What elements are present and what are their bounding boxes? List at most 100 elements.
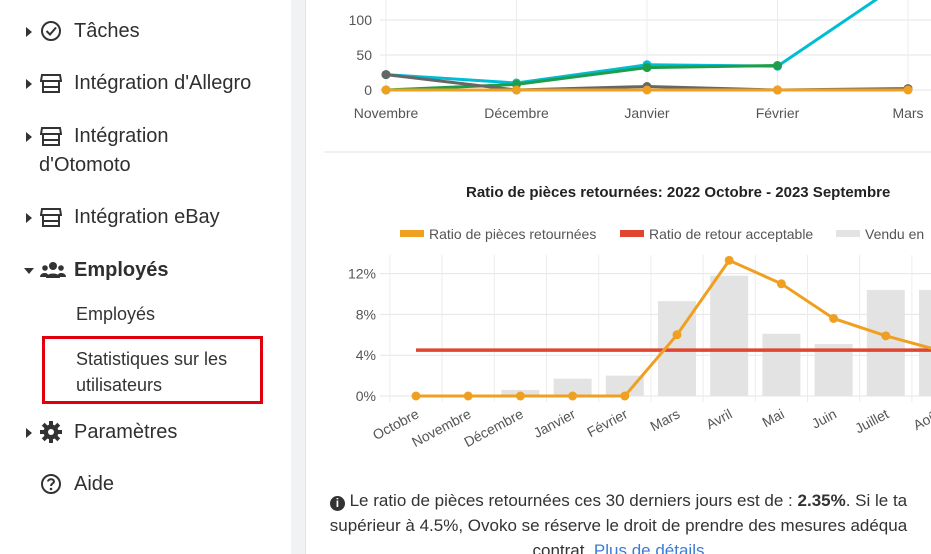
y-tick-label: 0 bbox=[364, 82, 372, 98]
data-point bbox=[773, 61, 782, 70]
data-point bbox=[642, 63, 652, 73]
x-tick-label: Juillet bbox=[852, 405, 891, 436]
sold-bar bbox=[762, 333, 801, 396]
data-point bbox=[411, 391, 421, 401]
nav-item-label: Intégration bbox=[74, 125, 169, 147]
y-tick-label: 100 bbox=[349, 12, 373, 28]
caret-down-icon bbox=[24, 268, 34, 274]
info-text-line2: supérieur à 4.5%, Ovoko se réserve le dr… bbox=[329, 516, 908, 535]
x-tick-label: Mars bbox=[647, 406, 682, 435]
legend-swatch bbox=[400, 230, 424, 237]
caret-right-icon bbox=[26, 27, 32, 37]
nav-item-otomoto[interactable]: Intégration d'Otomoto bbox=[0, 123, 290, 179]
data-point bbox=[463, 391, 473, 401]
x-tick-label: Mars bbox=[892, 105, 923, 121]
series-line bbox=[385, 64, 778, 92]
info-text: Le ratio de pièces retournées ces 30 der… bbox=[344, 491, 798, 510]
x-tick-label: Janvier bbox=[531, 405, 579, 440]
gear-icon bbox=[40, 421, 62, 443]
x-tick-label: Décembre bbox=[484, 105, 549, 121]
x-tick-label: Août bbox=[910, 405, 931, 433]
users-icon bbox=[40, 259, 66, 281]
y-tick-label: 0% bbox=[356, 388, 376, 404]
data-point bbox=[620, 391, 630, 401]
more-details-link[interactable]: Plus de détails bbox=[593, 541, 705, 554]
question-circle-icon bbox=[40, 473, 62, 495]
nav-item-label: Aide bbox=[74, 473, 115, 495]
main-content: 100 50 0 Novembre Décembre Janvier Février Mar… bbox=[306, 0, 931, 554]
chart-title: Ratio de pièces retournées: 2022 Octobre… bbox=[466, 184, 890, 201]
info-icon: i bbox=[329, 496, 345, 511]
nav-item-allegro[interactable]: Intégration d'Allegro bbox=[0, 70, 290, 98]
info-text-line3: contrat. bbox=[532, 541, 594, 554]
y-tick-label: 4% bbox=[356, 347, 376, 363]
sold-bar bbox=[814, 343, 853, 396]
nav-item-taches[interactable]: Tâches bbox=[0, 18, 290, 46]
caret-right-icon bbox=[26, 213, 32, 223]
x-tick-label: Novembre bbox=[409, 405, 474, 450]
highlight-box bbox=[42, 336, 263, 404]
data-point bbox=[568, 391, 578, 401]
nav-item-ebay[interactable]: Intégration eBay bbox=[0, 204, 290, 232]
data-point bbox=[773, 85, 782, 95]
nav-item-label: Tâches bbox=[74, 20, 140, 42]
caret-right-icon bbox=[26, 428, 32, 438]
nav-item-label-cont: d'Otomoto bbox=[39, 154, 131, 176]
x-tick-label: Janvier bbox=[624, 105, 669, 121]
legend-swatch bbox=[836, 230, 860, 237]
subnav-item-statistiques[interactable]: Statistiques sur les utilisateurs bbox=[76, 346, 227, 398]
sold-bar bbox=[553, 378, 592, 396]
nav-item-label: Intégration d'Allegro bbox=[74, 72, 252, 94]
nav-item-parametres[interactable]: Paramètres bbox=[0, 419, 290, 447]
check-circle-icon bbox=[40, 20, 62, 42]
legend-label: Ratio de retour acceptable bbox=[649, 226, 813, 242]
x-tick-label: Février bbox=[756, 105, 800, 121]
sold-bar bbox=[710, 275, 749, 396]
sold-bar bbox=[605, 375, 644, 396]
nav-item-employes[interactable]: Employés bbox=[0, 257, 290, 285]
legend-label: Ratio de pièces retournées bbox=[429, 226, 596, 242]
data-point bbox=[642, 85, 652, 95]
x-tick-label: Avril bbox=[703, 406, 734, 433]
sidebar: Tâches Intégration d'Allegro Intégration… bbox=[0, 0, 292, 554]
data-point bbox=[381, 70, 391, 80]
caret-right-icon bbox=[26, 132, 32, 142]
info-text-cont: . Si le ta bbox=[845, 491, 908, 510]
nav-item-label: Employés bbox=[74, 259, 169, 281]
nav-item-aide[interactable]: Aide bbox=[0, 471, 290, 499]
caret-right-icon bbox=[26, 79, 32, 89]
data-point bbox=[672, 330, 682, 340]
legend-label: Vendu en bbox=[865, 226, 924, 242]
sold-bar bbox=[919, 289, 931, 396]
x-tick-label: Juin bbox=[809, 406, 839, 432]
store-icon bbox=[40, 72, 62, 94]
nav-item-label: Paramètres bbox=[74, 421, 178, 443]
store-icon bbox=[40, 125, 62, 147]
y-tick-label: 8% bbox=[356, 306, 376, 322]
nav-item-label: Intégration eBay bbox=[74, 206, 220, 228]
store-icon bbox=[40, 206, 62, 228]
data-point bbox=[515, 391, 525, 401]
line-chart: 100 50 0 Novembre Décembre Janvier Février Mar… bbox=[349, 0, 931, 121]
subnav-item-employes[interactable]: Employés bbox=[76, 304, 156, 324]
data-point bbox=[512, 85, 521, 95]
data-point bbox=[881, 331, 891, 341]
sold-bar bbox=[866, 289, 905, 396]
y-tick-label: 50 bbox=[356, 47, 372, 63]
x-tick-label: Février bbox=[584, 405, 630, 440]
x-tick-label: Mai bbox=[759, 406, 786, 431]
data-point bbox=[776, 279, 786, 289]
data-point bbox=[903, 85, 913, 95]
x-tick-label: Novembre bbox=[354, 105, 419, 121]
return-ratio-info: i Le ratio de pièces retournées ces 30 d… bbox=[306, 488, 931, 554]
sidebar-separator bbox=[291, 0, 306, 554]
data-point bbox=[829, 313, 839, 323]
subnav-item-label: Statistiques sur les bbox=[76, 349, 228, 369]
legend-swatch bbox=[620, 230, 644, 237]
return-ratio-chart: Ratio de pièces retournées: 2022 Octobre… bbox=[348, 184, 931, 450]
y-tick-label: 12% bbox=[348, 266, 376, 282]
data-point bbox=[381, 85, 391, 95]
info-value: 2.35% bbox=[797, 491, 846, 510]
subnav-item-label-cont: utilisateurs bbox=[76, 375, 163, 395]
